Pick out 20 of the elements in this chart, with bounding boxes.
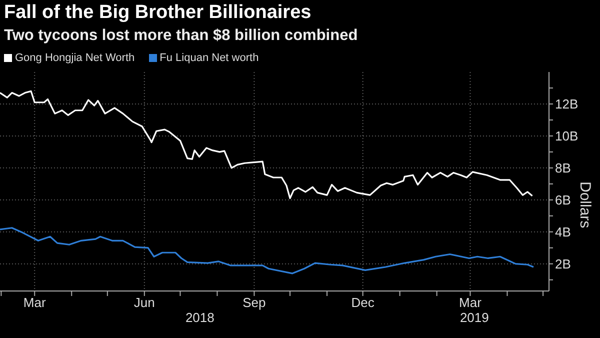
line-series (0, 227, 534, 274)
legend-label: Gong Hongjia Net Worth (14, 52, 135, 64)
y-tick-label: 8B (555, 160, 571, 176)
x-tick-label: Mar (23, 295, 46, 310)
text: 2019 (458, 310, 490, 325)
y-axis-title: Dollars (576, 182, 594, 228)
y-tick-label: 2B (555, 256, 571, 272)
y-tick-label: 12B (555, 96, 578, 112)
legend-label: Fu Liquan Net worth (158, 52, 259, 64)
chart-subtitle: Two tycoons lost more than $8 billion combined (4, 27, 358, 45)
y-tick-label: 4B (555, 224, 571, 240)
x-tick-label: Sep (242, 295, 266, 310)
line-series (0, 90, 534, 200)
chart-title: Fall of the Big Brother Billionaires (4, 2, 312, 24)
x-tick-label: Jun (134, 295, 155, 310)
y-tick-label: 6B (555, 192, 571, 208)
text: 2018 (184, 310, 216, 325)
y-tick-label: 10B (555, 128, 578, 144)
x-tick-label: Dec (351, 295, 375, 310)
x-tick-label: Mar (459, 295, 482, 310)
